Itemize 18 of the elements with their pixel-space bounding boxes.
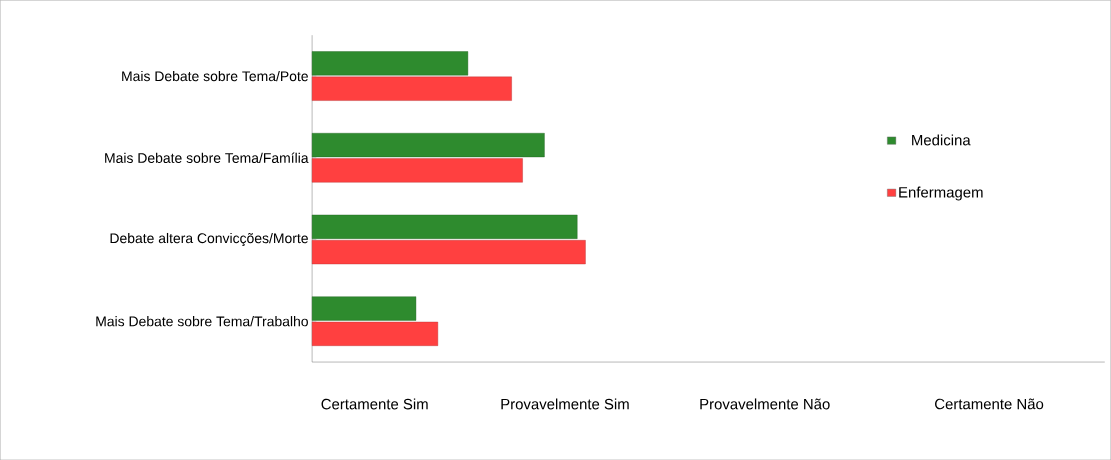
bar xyxy=(311,214,578,239)
legend-label: Medicina xyxy=(912,134,971,146)
text: Provavelmente Sim xyxy=(501,398,629,410)
bar xyxy=(311,76,512,101)
bar xyxy=(311,239,586,265)
y-tick-label: Mais Debate sobre Tema/Trabalho xyxy=(96,315,308,327)
legend-label: Enfermagem xyxy=(899,186,983,201)
text: Certamente Sim xyxy=(321,398,428,410)
y-tick-label: Mais Debate sobre Tema/Família xyxy=(105,152,309,163)
bar xyxy=(311,51,469,76)
text: Provavelmente Não xyxy=(700,398,830,410)
bar xyxy=(311,321,439,346)
text: Certamente Não xyxy=(935,398,1044,410)
bar xyxy=(311,132,545,158)
bar xyxy=(311,296,417,321)
bar xyxy=(311,158,523,183)
y-tick-label: Mais Debate sobre Tema/Pote xyxy=(122,70,308,82)
y-tick-label: Debate altera Convicções/Morte xyxy=(110,232,308,246)
